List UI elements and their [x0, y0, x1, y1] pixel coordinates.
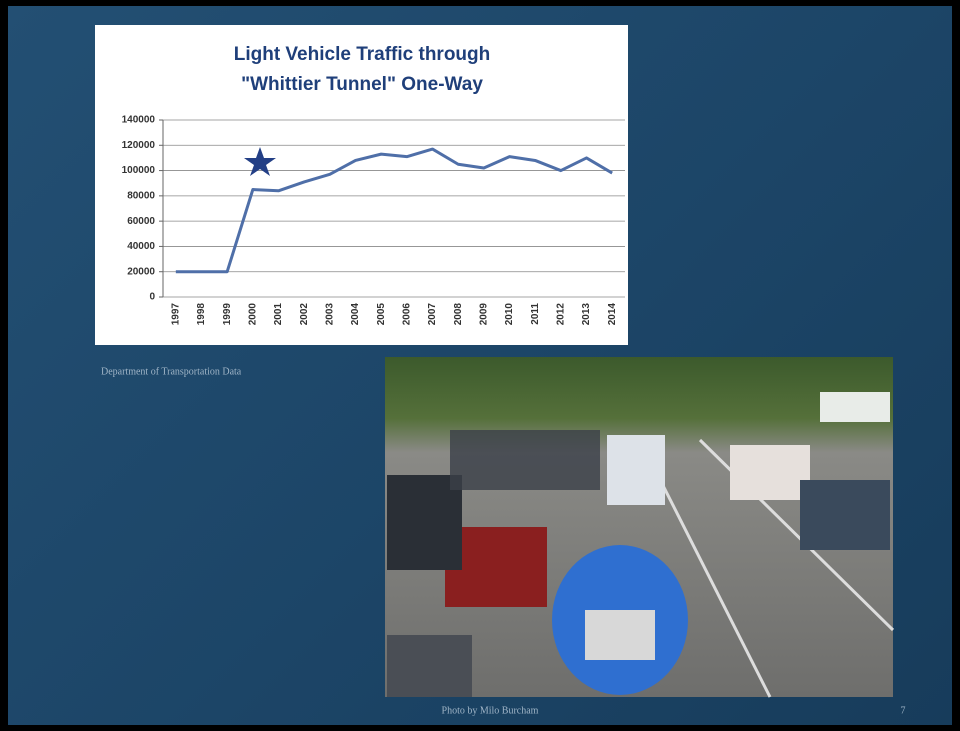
chart-source: Department of Transportation Data: [101, 366, 242, 377]
star-annotation: [244, 147, 276, 176]
x-tick-label: 2004: [350, 303, 361, 326]
x-tick-label: 2012: [555, 303, 566, 326]
x-tick-label: 1998: [196, 303, 207, 326]
x-tick-label: 2006: [401, 303, 412, 326]
y-tick-label: 120000: [122, 140, 156, 151]
x-tick-label: 2010: [504, 303, 515, 326]
x-tick-label: 2003: [324, 303, 335, 326]
slide-number: 7: [901, 705, 906, 716]
y-tick-label: 40000: [127, 241, 155, 252]
photo: [385, 357, 895, 698]
x-tick-label: 2014: [607, 303, 618, 326]
photo-car: [387, 475, 462, 570]
x-tick-label: 1999: [222, 303, 233, 326]
photo-motor: [585, 610, 655, 660]
photo-trailer: [730, 445, 810, 500]
x-tick-label: 2000: [247, 303, 258, 326]
y-tick-label: 140000: [122, 115, 156, 126]
chart-title: Light Vehicle Traffic through: [234, 44, 491, 65]
photo-credit: Photo by Milo Burcham: [442, 705, 539, 716]
line-chart: 0 20000 40000 60000 80000 100000 120000 140000 1…: [122, 115, 625, 326]
y-tick-label: 60000: [127, 216, 155, 227]
chart-title: "Whittier Tunnel" One-Way: [241, 74, 483, 95]
photo-traffic: [450, 430, 600, 490]
y-tick-label: 80000: [127, 190, 155, 201]
x-tick-label: 2009: [478, 303, 489, 326]
chart-background: [95, 25, 628, 345]
y-tick-label: 0: [149, 292, 155, 303]
photo-boat-trailer: [800, 480, 890, 550]
x-tick-label: 1997: [170, 303, 181, 326]
x-tick-label: 2008: [453, 303, 464, 326]
x-tick-label: 2013: [581, 303, 592, 326]
photo-rv: [607, 435, 665, 505]
photo-building: [820, 392, 890, 422]
x-tick-label: 2002: [299, 303, 310, 326]
photo-car: [387, 635, 472, 697]
y-tick-label: 20000: [127, 266, 155, 277]
x-tick-label: 2007: [427, 303, 438, 326]
line-series: [175, 147, 613, 274]
x-tick-label: 2011: [530, 303, 541, 325]
x-tick-label: 2001: [273, 303, 284, 326]
y-tick-label: 100000: [122, 165, 156, 176]
x-tick-label: 2005: [376, 303, 387, 326]
